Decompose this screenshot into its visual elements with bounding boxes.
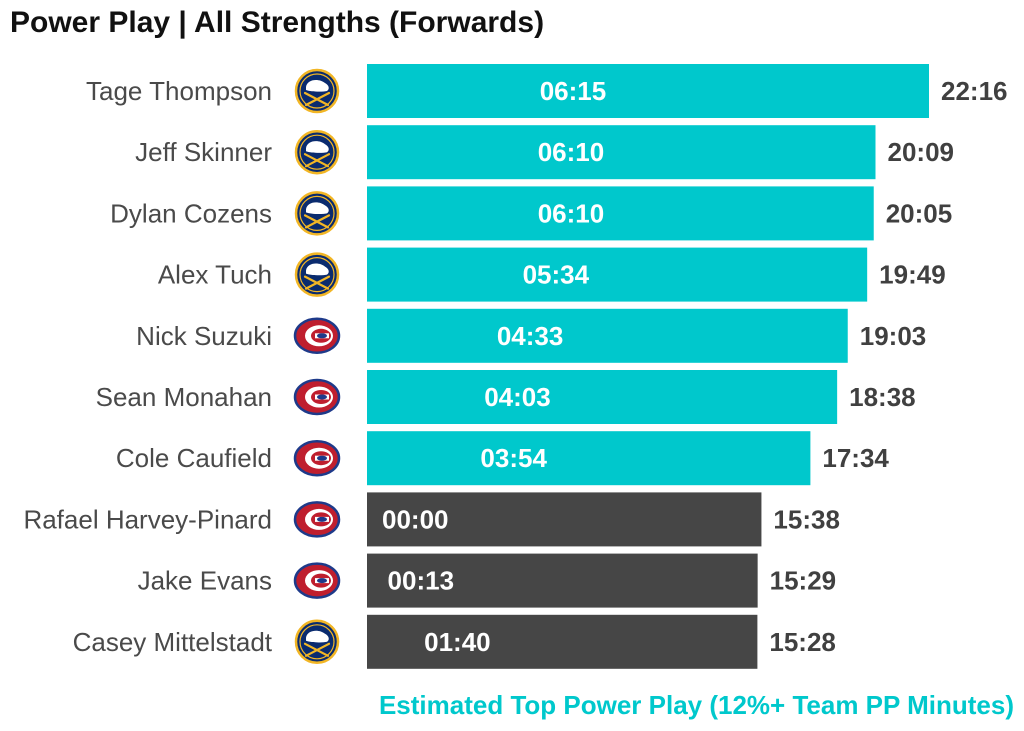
total-time-label: 20:09 — [888, 137, 955, 167]
canadiens-logo-icon — [293, 562, 341, 599]
bar-row: Nick Suzuki 04:33 19:03 — [136, 308, 927, 363]
total-time-label: 22:16 — [941, 76, 1008, 106]
sabres-logo-icon — [294, 129, 340, 175]
total-time-label: 19:49 — [879, 260, 946, 290]
total-time-label: 19:03 — [860, 321, 927, 351]
player-name-label: Jeff Skinner — [135, 137, 272, 167]
total-time-label: 15:38 — [773, 504, 840, 534]
chart-title: Power Play | All Strengths (Forwards) — [10, 6, 545, 39]
pp-time-label: 05:34 — [523, 260, 590, 290]
player-name-label: Dylan Cozens — [110, 198, 272, 228]
chart-caption: Estimated Top Power Play (12%+ Team PP M… — [378, 690, 1014, 720]
player-name-label: Jake Evans — [138, 566, 272, 596]
player-name-label: Alex Tuch — [158, 260, 272, 290]
player-name-label: Cole Caufield — [116, 443, 272, 473]
pp-time-label: 04:33 — [497, 321, 564, 351]
bar-row: Tage Thompson 06:15 22:16 — [86, 64, 1008, 118]
bar-row: Jake Evans 00:13 15:29 — [138, 553, 837, 608]
bar — [367, 492, 762, 547]
player-name-label: Sean Monahan — [96, 382, 272, 412]
player-name-label: Casey Mittelstadt — [73, 627, 273, 657]
bar-row: Cole Caufield 03:54 17:34 — [116, 431, 889, 486]
bar — [367, 186, 874, 241]
bar-row: Rafael Harvey-Pinard 00:00 15:38 — [23, 492, 840, 547]
pp-time-label: 06:10 — [538, 198, 605, 228]
bar-row: Dylan Cozens 06:10 20:05 — [110, 186, 953, 241]
total-time-label: 17:34 — [822, 443, 889, 473]
bar-row: Alex Tuch 05:34 19:49 — [158, 247, 946, 302]
total-time-label: 15:28 — [769, 627, 836, 657]
bar — [367, 125, 876, 180]
canadiens-logo-icon — [293, 501, 341, 538]
bar — [367, 64, 929, 118]
pp-time-label: 06:10 — [538, 137, 605, 167]
total-time-label: 15:29 — [770, 566, 837, 596]
bar — [367, 431, 811, 486]
pp-time-label: 03:54 — [480, 443, 547, 473]
pp-time-label: 00:13 — [388, 566, 455, 596]
canadiens-logo-icon — [293, 439, 341, 477]
pp-time-label: 06:15 — [540, 76, 607, 106]
bar — [367, 614, 758, 669]
bar-row: Casey Mittelstadt 01:40 15:28 — [73, 614, 836, 669]
sabres-logo-icon — [294, 191, 340, 236]
bar — [367, 247, 868, 302]
canadiens-logo-icon — [293, 378, 341, 416]
total-time-label: 20:05 — [886, 198, 953, 228]
sabres-logo-icon — [294, 619, 340, 665]
canadiens-logo-icon — [293, 317, 341, 355]
pp-time-label: 01:40 — [424, 627, 491, 657]
bar — [367, 308, 848, 363]
sabres-logo-icon — [294, 252, 340, 297]
bar-row: Sean Monahan 04:03 18:38 — [96, 370, 916, 424]
player-name-label: Nick Suzuki — [136, 321, 272, 351]
total-time-label: 18:38 — [849, 382, 916, 412]
player-name-label: Rafael Harvey-Pinard — [23, 504, 272, 534]
bar-row: Jeff Skinner 06:10 20:09 — [135, 125, 955, 180]
bar — [367, 553, 758, 608]
bar — [367, 370, 838, 424]
pp-time-label: 00:00 — [382, 504, 449, 534]
pp-time-label: 04:03 — [484, 382, 551, 412]
player-name-label: Tage Thompson — [86, 76, 272, 106]
sabres-logo-icon — [294, 68, 340, 114]
